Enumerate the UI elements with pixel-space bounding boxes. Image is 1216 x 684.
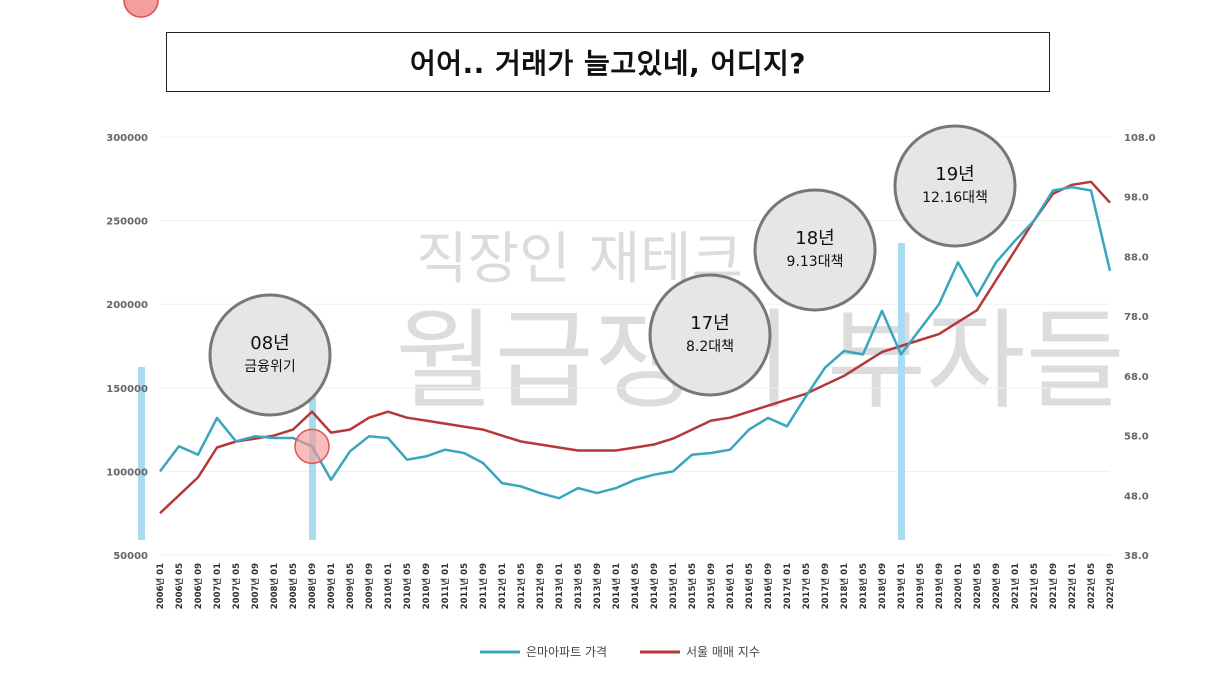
annotation-year: 17년 — [690, 313, 729, 334]
x-tick-label: 2012년 01 — [497, 563, 508, 609]
x-tick-label: 2019년 09 — [934, 563, 945, 609]
x-tick-label: 2015년 01 — [668, 563, 679, 609]
x-tick-label: 2008년 01 — [269, 563, 280, 609]
x-tick-label: 2013년 09 — [592, 563, 603, 609]
left-tick-label: 250000 — [106, 217, 148, 228]
x-tick-label: 2008년 09 — [307, 563, 318, 609]
x-tick-label: 2021년 09 — [1048, 563, 1059, 609]
x-tick-label: 2011년 01 — [440, 563, 451, 609]
x-tick-label: 2016년 05 — [744, 563, 755, 609]
right-tick-label: 78.0 — [1124, 312, 1149, 323]
x-tick-label: 2009년 05 — [345, 563, 356, 609]
legend: 은마아파트 가격 서울 매매 지수 — [480, 645, 760, 659]
x-tick-label: 2006년 09 — [193, 563, 204, 609]
annotation-bubble — [648, 273, 772, 397]
x-tick-label: 2016년 09 — [763, 563, 774, 609]
x-tick-label: 2011년 05 — [459, 563, 470, 609]
annotation-event: 8.2대책 — [686, 339, 734, 355]
annotation-bubble — [208, 293, 332, 417]
x-tick-label: 2007년 01 — [212, 563, 223, 609]
right-tick-label: 48.0 — [1124, 491, 1149, 502]
x-tick-label: 2019년 01 — [896, 563, 907, 609]
x-tick-label: 2017년 09 — [820, 563, 831, 609]
x-tick-label: 2015년 05 — [687, 563, 698, 609]
annotation-year: 18년 — [795, 228, 834, 249]
right-tick-label: 88.0 — [1124, 252, 1149, 263]
left-tick-label: 300000 — [106, 133, 148, 144]
x-tick-label: 2021년 05 — [1029, 563, 1040, 609]
left-tick-label: 100000 — [106, 467, 148, 478]
x-tick-label: 2007년 09 — [250, 563, 261, 609]
annotation-event: 12.16대책 — [922, 190, 988, 206]
annotation-bubble — [893, 124, 1017, 248]
right-tick-label: 68.0 — [1124, 372, 1149, 383]
x-tick-label: 2018년 01 — [839, 563, 850, 609]
x-tick-label: 2020년 01 — [953, 563, 964, 609]
x-tick-label: 2017년 01 — [782, 563, 793, 609]
annotation-bubble — [753, 188, 877, 312]
right-tick-label: 98.0 — [1124, 193, 1149, 204]
x-tick-label: 2022년 01 — [1067, 563, 1078, 609]
event-marker — [123, 0, 159, 18]
title-box: 어어.. 거래가 늘고있네, 어디지? — [166, 32, 1050, 92]
x-tick-label: 2009년 01 — [326, 563, 337, 609]
x-tick-label: 2008년 05 — [288, 563, 299, 609]
chart-title: 어어.. 거래가 늘고있네, 어디지? — [409, 47, 807, 80]
right-tick-label: 58.0 — [1124, 432, 1149, 443]
x-tick-label: 2012년 05 — [516, 563, 527, 609]
x-tick-label: 2009년 09 — [364, 563, 375, 609]
x-tick-label: 2016년 01 — [725, 563, 736, 609]
x-tick-label: 2018년 05 — [858, 563, 869, 609]
highlight-bar — [898, 243, 905, 540]
x-tick-label: 2013년 05 — [573, 563, 584, 609]
x-tick-label: 2018년 09 — [877, 563, 888, 609]
x-tick-label: 2022년 09 — [1105, 563, 1116, 609]
x-tick-label: 2017년 05 — [801, 563, 812, 609]
x-tick-label: 2012년 09 — [535, 563, 546, 609]
x-tick-label: 2010년 05 — [402, 563, 413, 609]
x-tick-label: 2015년 09 — [706, 563, 717, 609]
x-tick-label: 2010년 01 — [383, 563, 394, 609]
legend-label-series1: 은마아파트 가격 — [526, 645, 607, 659]
x-tick-label: 2007년 05 — [231, 563, 242, 609]
annotation-event: 9.13대책 — [787, 254, 844, 270]
legend-label-series2: 서울 매매 지수 — [686, 645, 760, 659]
x-tick-label: 2022년 05 — [1086, 563, 1097, 609]
left-tick-label: 150000 — [106, 384, 148, 395]
right-tick-label: 38.0 — [1124, 551, 1149, 562]
x-tick-label: 2006년 05 — [174, 563, 185, 609]
x-tick-label: 2014년 09 — [649, 563, 660, 609]
x-tick-label: 2020년 09 — [991, 563, 1002, 609]
annotation-event: 금융위기 — [244, 359, 296, 375]
x-tick-label: 2010년 09 — [421, 563, 432, 609]
annotation-year: 19년 — [935, 164, 974, 185]
highlight-bar — [138, 367, 145, 540]
left-tick-label: 50000 — [113, 551, 148, 562]
x-tick-label: 2014년 01 — [611, 563, 622, 609]
series-line-seoul-index — [159, 180, 1111, 515]
right-tick-label: 108.0 — [1124, 133, 1156, 144]
x-tick-label: 2020년 05 — [972, 563, 983, 609]
x-tick-label: 2014년 05 — [630, 563, 641, 609]
x-tick-label: 2011년 09 — [478, 563, 489, 609]
annotation-year: 08년 — [250, 333, 289, 354]
x-tick-label: 2021년 01 — [1010, 563, 1021, 609]
event-marker — [294, 428, 330, 465]
x-tick-label: 2019년 05 — [915, 563, 926, 609]
left-tick-label: 200000 — [106, 300, 148, 311]
x-tick-label: 2013년 01 — [554, 563, 565, 609]
x-tick-label: 2006년 01 — [155, 563, 166, 609]
